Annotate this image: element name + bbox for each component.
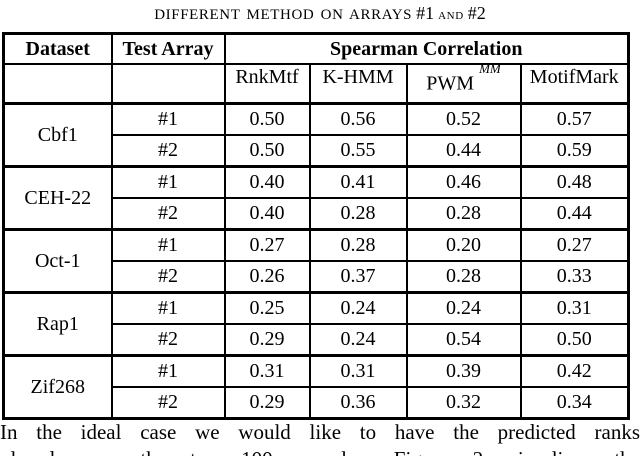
value-cell: 0.59 [519,134,630,168]
array-cell: #2 [110,323,226,357]
table-row: Zif268 #1 0.31 0.31 0.39 0.42 [2,354,630,420]
pwm-superscript: MM [479,64,501,76]
table-row: #2 0.29 0.36 0.32 0.34 [4,386,630,420]
empty-cell [110,63,226,105]
col-header-khmm: K-HMM [308,63,408,105]
dataset-cell: Zif268 [2,354,113,420]
table-row: #2 0.29 0.24 0.54 0.50 [4,323,630,357]
value-cell: 0.40 [223,197,311,231]
value-cell: 0.44 [405,134,522,168]
array-cell: #1 [110,291,226,325]
empty-cell [2,63,113,105]
table-row: #2 0.40 0.28 0.28 0.44 [4,197,630,231]
table-row: CEH-22 #1 0.40 0.41 0.46 0.48 [2,165,630,231]
body-paragraph: In the ideal case we would like to have … [0,419,640,456]
caption-array2: #2 [467,3,486,23]
table-caption: DIFFERENT METHOD ON ARRAYS #1 AND #2 [0,3,640,24]
value-cell: 0.20 [405,228,522,262]
array-cell: #2 [110,197,226,231]
caption-text: DIFFERENT METHOD ON ARRAYS [154,7,413,23]
value-cell: 0.52 [405,102,522,136]
caption-array1: #1 [416,3,435,23]
dataset-cell: Rap1 [2,291,113,357]
value-cell: 0.50 [223,134,311,168]
array-cell: #2 [110,260,226,294]
results-table: Dataset Test Array Spearman Correlation … [2,32,630,420]
value-cell: 0.28 [308,197,408,231]
value-cell: 0.28 [405,197,522,231]
table-row: Rap1 #1 0.25 0.24 0.24 0.31 [2,291,630,357]
value-cell: 0.29 [223,323,311,357]
value-cell: 0.54 [405,323,522,357]
value-cell: 0.31 [223,354,311,388]
value-cell: 0.27 [223,228,311,262]
value-cell: 0.36 [308,386,408,420]
dataset-cell: CEH-22 [2,165,113,231]
table-row: Cbf1 #1 0.50 0.56 0.52 0.57 [2,102,630,168]
col-header-dataset: Dataset [2,32,113,65]
array-cell: #1 [110,165,226,199]
caption-and: AND [438,10,464,22]
dataset-cell: Cbf1 [2,102,113,168]
value-cell: 0.29 [223,386,311,420]
value-cell: 0.55 [308,134,408,168]
dataset-cell: Oct-1 [2,228,113,294]
value-cell: 0.48 [519,165,630,199]
array-cell: #1 [110,228,226,262]
col-header-spearman: Spearman Correlation [223,32,630,65]
value-cell: 0.57 [519,102,630,136]
paragraph-line-1: In the ideal case we would like to have … [0,420,640,444]
value-cell: 0.41 [308,165,408,199]
value-cell: 0.28 [308,228,408,262]
value-cell: 0.24 [308,291,408,325]
table-row: #2 0.50 0.55 0.44 0.59 [4,134,630,168]
value-cell: 0.50 [519,323,630,357]
value-cell: 0.32 [405,386,522,420]
table-row: Oct-1 #1 0.27 0.28 0.20 0.27 [2,228,630,294]
array-cell: #1 [110,354,226,388]
value-cell: 0.25 [223,291,311,325]
col-header-test-array: Test Array [110,32,226,65]
value-cell: 0.46 [405,165,522,199]
value-cell: 0.24 [308,323,408,357]
value-cell: 0.44 [519,197,630,231]
paragraph-line-2: placed over the top 100 samples. Figure … [0,446,640,456]
array-cell: #2 [110,386,226,420]
value-cell: 0.50 [223,102,311,136]
col-header-pwm: PWM MM [405,63,522,105]
value-cell: 0.24 [405,291,522,325]
value-cell: 0.31 [519,291,630,325]
header-row-1: Dataset Test Array Spearman Correlation [2,32,630,65]
header-row-2: RnkMtf K-HMM PWM MM MotifMark [2,63,630,105]
col-header-motifmark: MotifMark [519,63,630,105]
value-cell: 0.40 [223,165,311,199]
value-cell: 0.27 [519,228,630,262]
pwm-label: PWM [426,72,475,95]
array-cell: #1 [110,102,226,136]
value-cell: 0.39 [405,354,522,388]
value-cell: 0.37 [308,260,408,294]
value-cell: 0.31 [308,354,408,388]
value-cell: 0.34 [519,386,630,420]
value-cell: 0.26 [223,260,311,294]
table-row: #2 0.26 0.37 0.28 0.33 [4,260,630,294]
col-header-rnkmtf: RnkMtf [223,63,311,105]
value-cell: 0.42 [519,354,630,388]
value-cell: 0.28 [405,260,522,294]
value-cell: 0.33 [519,260,630,294]
value-cell: 0.56 [308,102,408,136]
array-cell: #2 [110,134,226,168]
